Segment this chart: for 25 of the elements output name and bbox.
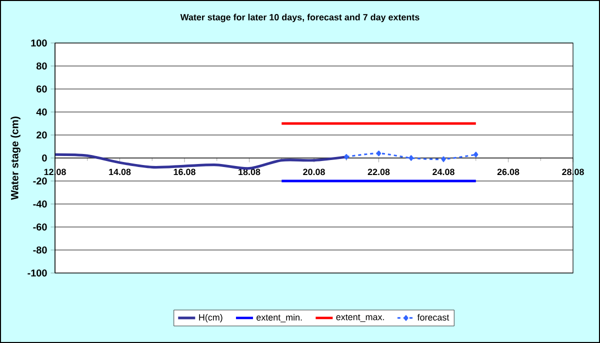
y-tick-label: 20 xyxy=(36,131,47,139)
x-tick-label: 18.08 xyxy=(238,168,260,176)
y-tick-label: -20 xyxy=(33,177,47,185)
y-tick-label: -80 xyxy=(33,246,47,254)
legend-label: H(cm) xyxy=(199,314,222,322)
chart-title: Water stage for later 10 days, forecast and 7 day extents xyxy=(180,14,420,22)
legend-label: forecast xyxy=(417,314,450,321)
y-tick-label: 60 xyxy=(36,85,47,93)
x-tick-label: 20.08 xyxy=(303,168,325,176)
x-tick-label: 14.08 xyxy=(109,168,131,176)
legend-label: extent_min. xyxy=(256,314,302,322)
y-tick-label: 80 xyxy=(36,62,47,70)
y-tick-label: -60 xyxy=(33,223,47,231)
y-tick-label: 100 xyxy=(31,39,47,47)
y-tick-label: 0 xyxy=(42,154,47,162)
line-series xyxy=(54,153,348,170)
x-tick-label: 16.08 xyxy=(174,168,196,176)
y-tick-label: -100 xyxy=(28,269,47,277)
y-tick-label: -40 xyxy=(33,200,47,208)
legend-label: extent_max. xyxy=(336,314,384,322)
x-tick-label: 26.08 xyxy=(497,168,520,176)
x-tick-label: 24.08 xyxy=(432,168,454,176)
x-tick-label: 22.08 xyxy=(368,168,390,176)
y-axis-title: Water stage (cm) xyxy=(10,116,20,200)
y-tick-label: 40 xyxy=(36,108,47,116)
